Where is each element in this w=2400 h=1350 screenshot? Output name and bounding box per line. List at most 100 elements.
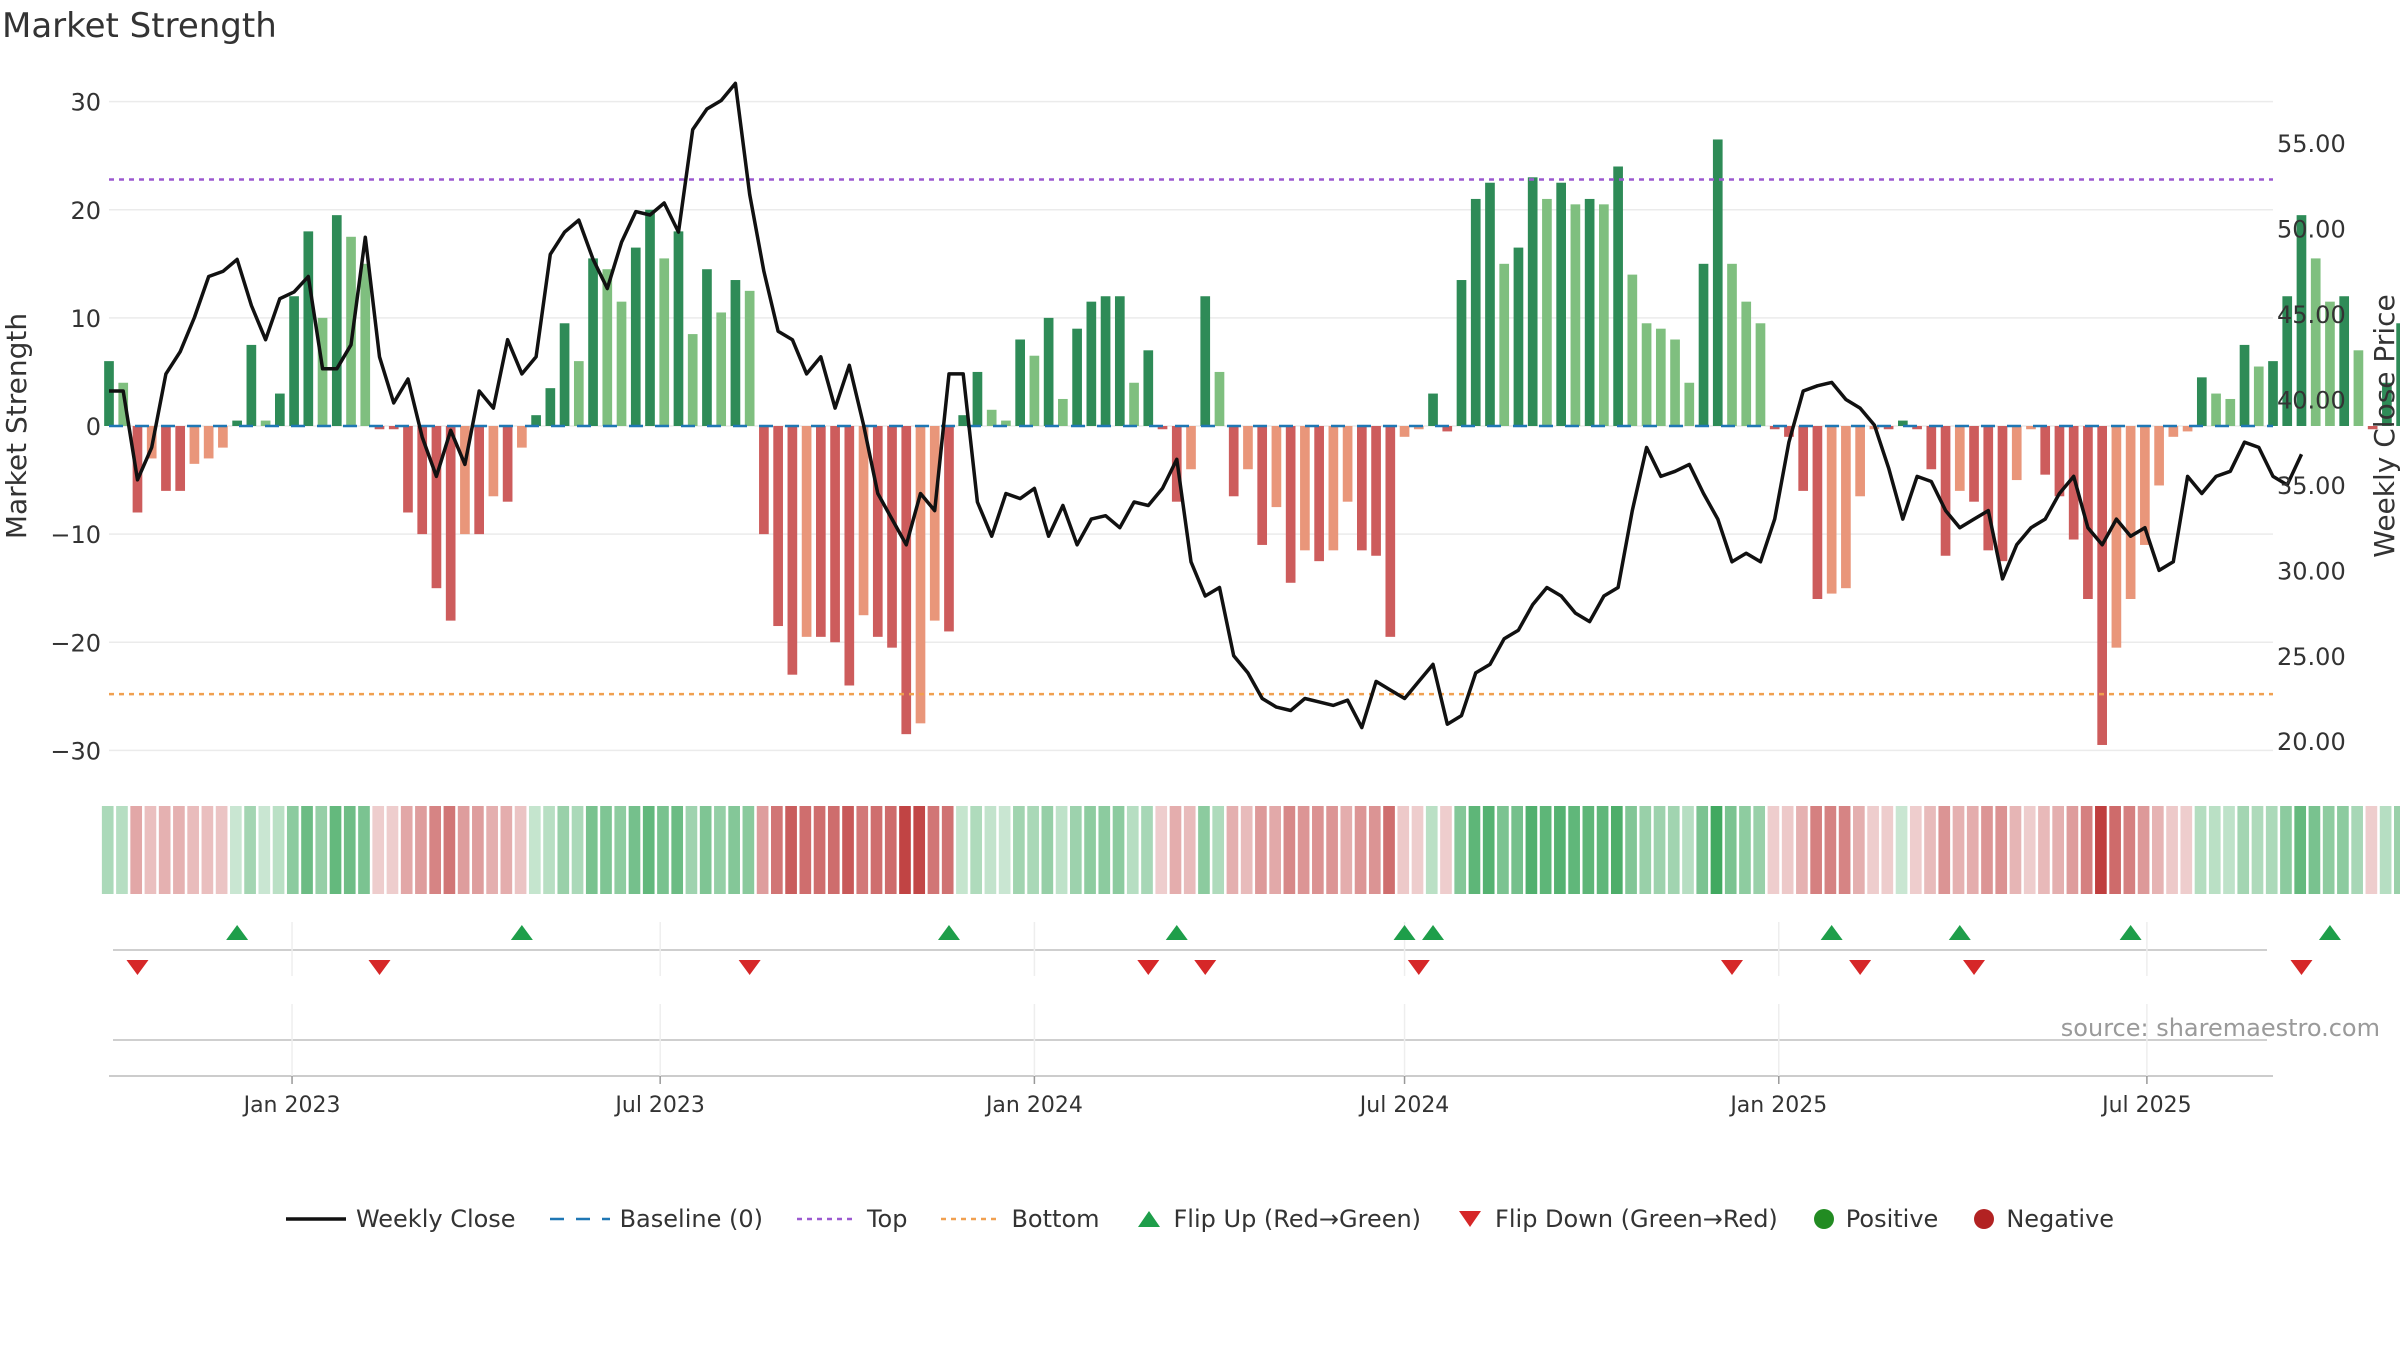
strength-bar — [915, 426, 926, 724]
strip-cell — [984, 806, 997, 894]
strip-cell — [1482, 806, 1495, 894]
strength-bar — [232, 420, 242, 426]
strip-cell — [1554, 806, 1566, 894]
y2-axis-title: Weekly Close Price — [2368, 294, 2400, 557]
legend-item-negative[interactable]: Negative — [1972, 1205, 2114, 1233]
strength-bar — [1485, 182, 1495, 426]
strip-cell — [101, 806, 114, 894]
baseline-icon — [549, 1209, 610, 1229]
strip-cell — [813, 806, 826, 894]
strength-bar — [1556, 182, 1566, 426]
strength-bar — [1271, 426, 1282, 508]
strength-bar — [1058, 398, 1068, 426]
strip-cell — [1497, 806, 1509, 894]
legend-item-flip-up[interactable]: Flip Up (Red→Green) — [1134, 1205, 1421, 1233]
x-tick-label: Jul 2024 — [1358, 1093, 1450, 1118]
strip-cell — [315, 806, 328, 894]
axis-layer: 30 20 10 0 −10 −20 −30 55.00 50.00 45.00 40.00 35.0… — [0, 89, 2400, 1118]
strip-cell — [1454, 806, 1467, 894]
strip-cell — [543, 806, 555, 894]
strip-cell — [970, 806, 983, 894]
strength-bar — [1855, 426, 1865, 497]
strip-cell — [2237, 806, 2250, 894]
strength-bar — [573, 361, 584, 426]
strength-bar — [2168, 426, 2179, 437]
negative-icon — [1972, 1207, 1996, 1231]
strip-cell — [1610, 806, 1623, 894]
strip-cell — [642, 806, 655, 894]
strength-bar — [673, 231, 684, 426]
flip-up-marker — [1393, 925, 1416, 940]
strength-bar — [958, 415, 969, 426]
legend-item-baseline[interactable]: Baseline (0) — [549, 1205, 763, 1233]
legend: Weekly Close Baseline (0) Top Bottom Flip Up… — [0, 1205, 2400, 1233]
strip-cell — [1824, 806, 1837, 894]
strip-cell — [301, 806, 313, 894]
strength-bar — [872, 426, 883, 637]
flip-up-marker — [1165, 925, 1188, 940]
strip-cell — [2052, 806, 2065, 894]
strength-bar — [374, 426, 385, 430]
strength-bar — [545, 388, 556, 426]
strip-cell — [728, 806, 740, 894]
strength-bar — [659, 258, 670, 426]
legend-label: Weekly Close — [355, 1205, 516, 1233]
strength-bar — [1513, 247, 1524, 426]
flip-down-marker — [1849, 960, 1872, 975]
strip-cell — [358, 806, 370, 894]
strip-cell — [1767, 806, 1780, 894]
strip-cell — [1838, 806, 1851, 894]
strength-bar — [289, 296, 299, 426]
strength-bar — [830, 426, 840, 643]
strip-cell — [1753, 806, 1766, 894]
y2-tick-label: 55.00 — [2277, 130, 2346, 158]
strength-bar — [1599, 204, 1609, 426]
strength-bar — [2083, 426, 2093, 599]
reference-lines — [109, 178, 2273, 696]
strip-cell — [1098, 806, 1111, 894]
strip-cell — [1468, 806, 1481, 894]
legend-item-bottom[interactable]: Bottom — [941, 1205, 1100, 1233]
strip-cell — [415, 806, 427, 894]
strength-bar — [1883, 426, 1894, 430]
strength-bar — [218, 426, 228, 448]
legend-item-weekly-close[interactable]: Weekly Close — [285, 1205, 516, 1233]
strip-cell — [173, 806, 185, 894]
strip-cell — [2023, 806, 2036, 894]
strength-bar — [445, 426, 456, 621]
strength-bar — [2282, 296, 2293, 426]
y2-tick-label: 20.00 — [2277, 728, 2346, 756]
strength-bar — [417, 426, 428, 535]
bar-layer — [104, 139, 2400, 745]
strength-bar — [944, 426, 954, 632]
strip-cell — [2194, 806, 2207, 894]
flip-down-marker — [1137, 960, 1160, 975]
strip-cell — [230, 806, 242, 894]
strength-bar — [1727, 263, 1737, 426]
strip-cell — [1283, 806, 1296, 894]
strip-cell — [1781, 806, 1794, 894]
strip-cell — [130, 806, 143, 894]
strip-cell — [187, 806, 199, 894]
strip-cell — [1696, 806, 1709, 894]
strength-bar — [1698, 263, 1709, 426]
legend-item-positive[interactable]: Positive — [1812, 1205, 1938, 1233]
legend-item-flip-down[interactable]: Flip Down (Green→Red) — [1455, 1205, 1778, 1233]
strength-bar — [816, 426, 826, 637]
flip-up-marker — [2119, 925, 2142, 940]
strip-cell — [2066, 806, 2079, 894]
strength-bar — [1114, 296, 1125, 426]
strength-bar — [1186, 426, 1196, 470]
strength-bar — [275, 393, 285, 426]
strength-bar — [2211, 393, 2221, 426]
strength-bar — [1954, 426, 1965, 491]
strength-bar — [260, 420, 271, 426]
legend-item-top[interactable]: Top — [796, 1205, 907, 1233]
y-tick-label: −30 — [50, 737, 101, 765]
strip-cell — [771, 806, 783, 894]
strip-cell — [2009, 806, 2022, 894]
x-tick-label: Jan 2023 — [242, 1093, 341, 1118]
strength-bar — [431, 426, 442, 589]
strip-cell — [2394, 806, 2400, 894]
strength-bar — [531, 415, 541, 426]
